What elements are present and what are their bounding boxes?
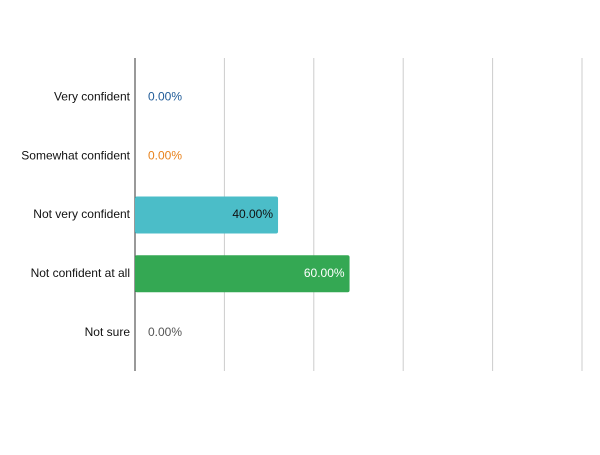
y-tick-label: Not sure [85, 325, 131, 339]
y-tick-label: Not very confident [33, 207, 130, 221]
y-tick-label: Somewhat confident [21, 148, 130, 162]
value-label: 0.00% [148, 90, 182, 104]
bar [135, 255, 350, 293]
value-label: 0.00% [148, 148, 182, 162]
value-label: 60.00% [304, 266, 345, 280]
bar [135, 196, 279, 234]
y-tick-label: Not confident at all [31, 266, 130, 280]
value-label: 40.00% [232, 207, 273, 221]
value-label: 0.00% [148, 325, 182, 339]
y-tick-label: Very confident [54, 90, 131, 104]
